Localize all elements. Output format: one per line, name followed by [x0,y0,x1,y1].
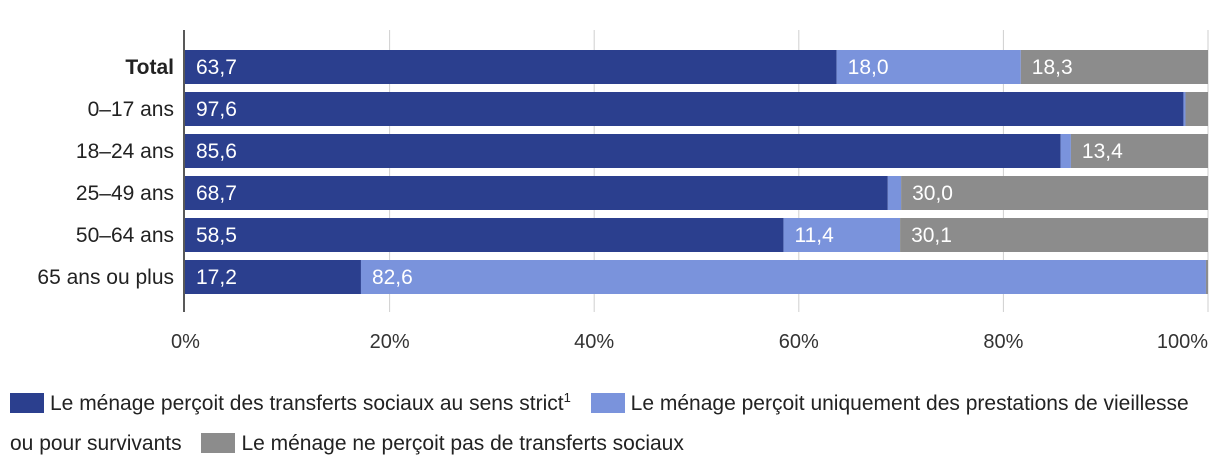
bar-no-transfers-50-64-ans [900,218,1208,252]
data-label-old-age-only-65-ans-ou-plus: 82,6 [372,266,413,289]
bar-strict-transfers-18-24-ans [185,134,1061,168]
bar-old-age-only-50-64-ans [783,218,901,252]
legend-label-old-age-only: Le ménage perçoit uniquement des prestat… [10,392,1189,455]
bar-no-transfers-18-24-ans [1070,134,1208,168]
legend-item-strict-transfers: Le ménage perçoit des transferts sociaux… [10,390,577,415]
data-label-strict-transfers-50-64-ans: 58,5 [196,224,237,247]
legend-swatch-strict-transfers [10,393,44,413]
bar-old-age-only-18-24-ans [1060,134,1071,168]
data-label-no-transfers-total: 18,3 [1032,56,1073,79]
legend-item-no-transfers: Le ménage ne perçoit pas de transferts s… [201,432,684,455]
bar-no-transfers-65-ans-ou-plus [1205,260,1208,294]
bars: 63,7 18,0 18,3 97,6 85,6 13,4 68,7 30,0 58,5 11,4… [185,50,1208,294]
category-label-65-ans-ou-plus: 65 ans ou plus [37,266,174,289]
bar-old-age-only-total [836,50,1021,84]
x-tick-label-80: 80% [983,331,1023,353]
bar-strict-transfers-25-49-ans [185,176,888,210]
data-label-strict-transfers-25-49-ans: 68,7 [196,182,237,205]
bar-strict-transfers-50-64-ans [185,218,784,252]
bar-no-transfers-total [1020,50,1208,84]
data-label-strict-transfers-18-24-ans: 85,6 [196,140,237,163]
category-label-18-24-ans: 18–24 ans [76,140,174,163]
x-tick-label-60: 60% [779,331,819,353]
data-label-strict-transfers-0-17-ans: 97,6 [196,98,237,121]
category-label-50-64-ans: 50–64 ans [76,224,174,247]
legend-swatch-old-age-only [590,393,625,413]
data-label-no-transfers-25-49-ans: 30,0 [912,182,953,205]
bar-old-age-only-25-49-ans [887,176,902,210]
data-label-no-transfers-50-64-ans: 30,1 [911,224,952,247]
category-label-25-49-ans: 25–49 ans [76,182,174,205]
legend-item-old-age-only: Le ménage perçoit uniquement des prestat… [10,392,1189,455]
category-labels: Total 0–17 ans 18–24 ans 25–49 ans 50–64 ans… [37,56,174,289]
data-label-strict-transfers-65-ans-ou-plus: 17,2 [196,266,237,289]
legend: Le ménage perçoit des transferts sociaux… [10,384,1210,464]
legend-label-no-transfers: Le ménage ne perçoit pas de transferts s… [241,432,684,455]
data-label-old-age-only-total: 18,0 [848,56,889,79]
data-label-no-transfers-18-24-ans: 13,4 [1082,140,1123,163]
bar-old-age-only-65-ans-ou-plus [360,260,1206,294]
x-tick-label-0: 0% [171,331,200,353]
bar-old-age-only-0-17-ans [1183,92,1186,126]
legend-swatch-no-transfers [201,433,236,453]
data-label-old-age-only-50-64-ans: 11,4 [794,224,834,247]
category-label-0-17-ans: 0–17 ans [88,98,174,121]
data-label-strict-transfers-total: 63,7 [196,56,237,79]
legend-label-strict-transfers: Le ménage perçoit des transferts sociaux… [50,392,564,415]
x-tick-label-100: 100% [1157,331,1208,353]
bar-no-transfers-25-49-ans [901,176,1208,210]
x-tick-label-40: 40% [574,331,614,353]
stacked-bar-chart: 63,7 18,0 18,3 97,6 85,6 13,4 68,7 30,0 58,5 11,4… [37,30,1209,353]
x-tick-label-20: 20% [370,331,410,353]
x-axis-ticks: 0% 20% 40% 60% 80% 100% [171,331,1208,353]
category-label-total: Total [125,56,174,79]
bar-strict-transfers-65-ans-ou-plus [185,260,361,294]
bar-no-transfers-0-17-ans [1185,92,1208,126]
bar-strict-transfers-0-17-ans [185,92,1184,126]
legend-footnote-marker: 1 [563,390,571,405]
bar-strict-transfers-total [185,50,837,84]
